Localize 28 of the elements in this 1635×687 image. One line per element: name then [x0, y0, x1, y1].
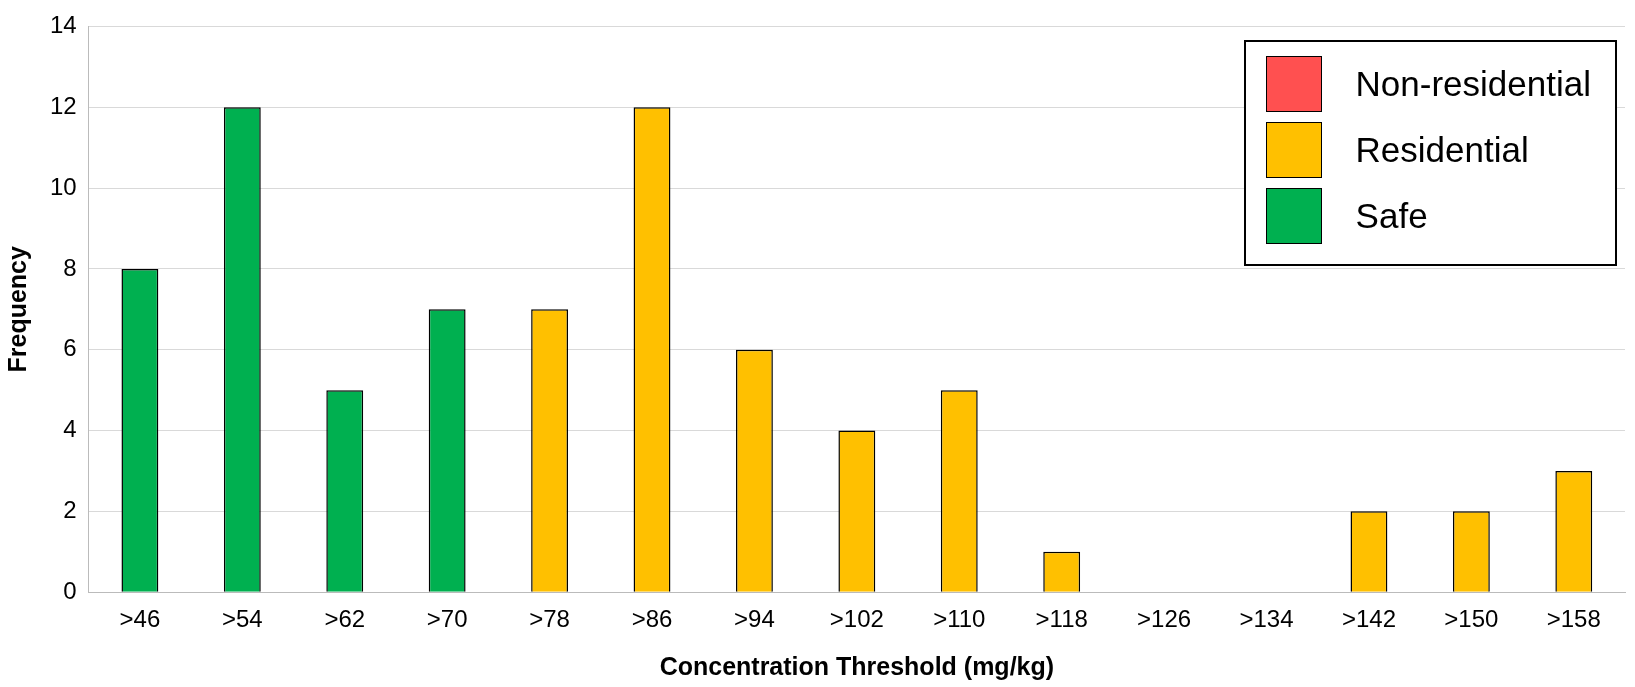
y-tick-label: 8	[63, 253, 77, 281]
x-tick-label: >158	[1546, 605, 1601, 633]
x-axis-title: Concentration Threshold (mg/kg)	[659, 651, 1055, 680]
y-tick-label: 0	[63, 576, 77, 604]
x-tick-label: >78	[529, 605, 570, 633]
y-tick-label: 10	[49, 172, 77, 200]
x-tick-label: >102	[829, 605, 884, 633]
x-tick-label: >134	[1239, 605, 1294, 633]
x-tick-label: >126	[1137, 605, 1192, 633]
x-tick-label: >94	[734, 605, 775, 633]
y-tick-label: 14	[49, 11, 77, 39]
x-tick-label: >110	[933, 605, 986, 633]
y-axis-title: Frequency	[2, 245, 31, 373]
y-tick-label: 4	[63, 415, 77, 443]
x-tick-label: >54	[221, 605, 263, 633]
y-tick-label: 12	[49, 91, 77, 119]
x-tick-label: >62	[324, 605, 366, 633]
x-tick-label: >70	[426, 605, 468, 633]
y-tick-label: 6	[63, 334, 77, 362]
x-tick-label: >118	[1035, 605, 1088, 633]
x-tick-label: >150	[1444, 605, 1499, 633]
legend-label: Safe	[1355, 196, 1428, 236]
legend-label: Non-residential	[1355, 64, 1591, 104]
x-tick-label: >142	[1341, 605, 1396, 633]
x-tick-label: >46	[119, 605, 161, 633]
x-tick-label: >86	[631, 605, 673, 633]
legend-label: Residential	[1355, 130, 1529, 170]
y-tick-label: 2	[63, 496, 77, 523]
